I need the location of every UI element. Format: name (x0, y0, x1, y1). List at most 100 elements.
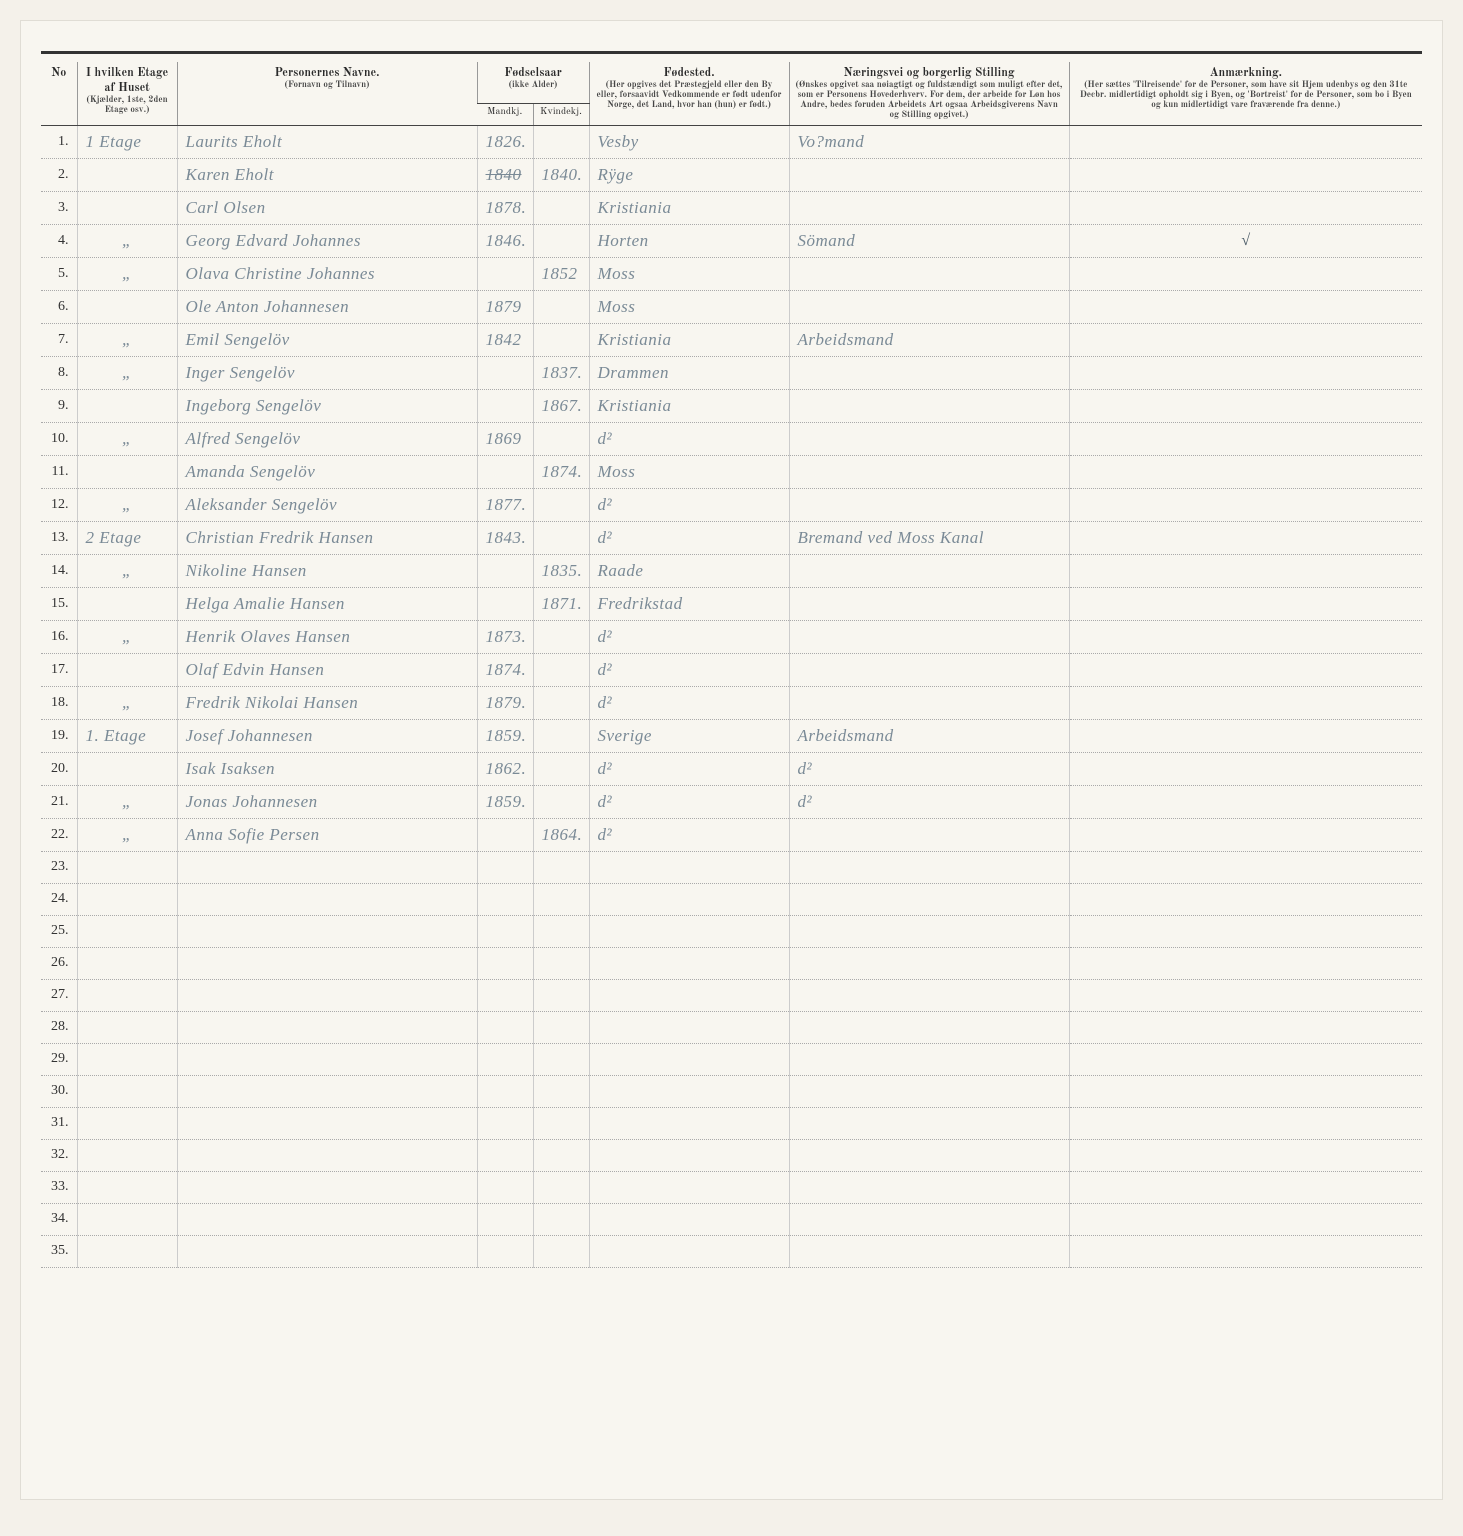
cell-name (177, 1043, 477, 1075)
table-row: 19.1. EtageJosef Johannesen1859.SverigeA… (41, 719, 1422, 752)
cell-birth-male (477, 587, 533, 620)
cell-occupation: d² (789, 785, 1069, 818)
hdr-occ: Næringsvei og borgerlig Stilling (Ønskes… (789, 62, 1069, 125)
hdr-etage-sub: (Kjælder, 1ste, 2den Etage osv.) (84, 96, 171, 116)
cell-birth-female (533, 686, 589, 719)
cell-occupation: Arbeidsmand (789, 323, 1069, 356)
cell-birth-female (533, 1043, 589, 1075)
cell-etage (77, 1235, 177, 1267)
cell-remark (1069, 521, 1422, 554)
cell-birth-male: 1879. (477, 686, 533, 719)
cell-occupation (789, 356, 1069, 389)
cell-birth-female: 1840. (533, 158, 589, 191)
cell-occupation (789, 158, 1069, 191)
cell-birthplace: Kristiania (589, 323, 789, 356)
cell-birth-male (477, 1171, 533, 1203)
cell-remark (1069, 1235, 1422, 1267)
cell-name: Olava Christine Johannes (177, 257, 477, 290)
cell-name: Ingeborg Sengelöv (177, 389, 477, 422)
table-row: 22.„Anna Sofie Persen1864.d² (41, 818, 1422, 851)
cell-no: 27. (41, 979, 77, 1011)
cell-birth-male (477, 1139, 533, 1171)
cell-birthplace (589, 1171, 789, 1203)
cell-remark (1069, 719, 1422, 752)
hdr-name-main: Personernes Navne. (274, 67, 379, 79)
cell-birthplace: d² (589, 785, 789, 818)
table-header: No I hvilken Etage af Huset (Kjælder, 1s… (41, 62, 1422, 125)
cell-name: Inger Sengelöv (177, 356, 477, 389)
cell-etage (77, 1043, 177, 1075)
cell-occupation: Arbeidsmand (789, 719, 1069, 752)
cell-birth-female (533, 1107, 589, 1139)
cell-etage: „ (77, 818, 177, 851)
cell-occupation (789, 686, 1069, 719)
table-row: 4.„Georg Edvard Johannes1846.HortenSöman… (41, 224, 1422, 257)
table-row: 1.1 EtageLaurits Eholt1826.VesbyVo?mand (41, 125, 1422, 158)
cell-birth-male: 1862. (477, 752, 533, 785)
cell-birthplace: d² (589, 422, 789, 455)
cell-name (177, 1203, 477, 1235)
cell-occupation (789, 587, 1069, 620)
cell-no: 24. (41, 883, 77, 915)
cell-remark (1069, 290, 1422, 323)
cell-no: 7. (41, 323, 77, 356)
cell-name (177, 1075, 477, 1107)
cell-birthplace: Moss (589, 290, 789, 323)
cell-name (177, 1011, 477, 1043)
top-rule (41, 51, 1422, 54)
cell-etage: „ (77, 488, 177, 521)
cell-etage (77, 191, 177, 224)
cell-birth-female (533, 915, 589, 947)
cell-birthplace: Kristiania (589, 191, 789, 224)
hdr-occ-main: Næringsvei og borgerlig Stilling (843, 67, 1014, 79)
cell-remark (1069, 158, 1422, 191)
cell-etage (77, 587, 177, 620)
cell-birthplace: Vesby (589, 125, 789, 158)
cell-birth-female (533, 191, 589, 224)
cell-occupation (789, 1107, 1069, 1139)
cell-birth-female: 1852 (533, 257, 589, 290)
cell-etage (77, 883, 177, 915)
table-row: 9.Ingeborg Sengelöv1867.Kristiania (41, 389, 1422, 422)
cell-birth-male: 1879 (477, 290, 533, 323)
cell-no: 30. (41, 1075, 77, 1107)
cell-birth-female (533, 883, 589, 915)
cell-remark (1069, 653, 1422, 686)
table-row: 31. (41, 1107, 1422, 1139)
table-row: 20.Isak Isaksen1862.d²d² (41, 752, 1422, 785)
hdr-place-sub: (Her opgives det Præstegjeld eller den B… (596, 81, 783, 111)
cell-birth-female (533, 620, 589, 653)
cell-etage: „ (77, 356, 177, 389)
cell-birthplace: d² (589, 752, 789, 785)
hdr-remark: Anmærkning. (Her sættes 'Tilreisende' fo… (1069, 62, 1422, 125)
cell-remark (1069, 752, 1422, 785)
cell-name: Georg Edvard Johannes (177, 224, 477, 257)
cell-birthplace: Kristiania (589, 389, 789, 422)
cell-birth-female (533, 1011, 589, 1043)
cell-birthplace (589, 883, 789, 915)
cell-no: 14. (41, 554, 77, 587)
cell-remark (1069, 785, 1422, 818)
cell-birth-female: 1871. (533, 587, 589, 620)
cell-remark (1069, 1107, 1422, 1139)
cell-birthplace (589, 947, 789, 979)
table-row: 2.Karen Eholt18401840.Rÿge (41, 158, 1422, 191)
cell-remark (1069, 125, 1422, 158)
cell-birth-male (477, 851, 533, 883)
cell-birth-female (533, 521, 589, 554)
cell-birth-female (533, 422, 589, 455)
cell-name: Jonas Johannesen (177, 785, 477, 818)
table-row: 14.„Nikoline Hansen1835.Raade (41, 554, 1422, 587)
hdr-birth-main: Fødselsaar (504, 67, 562, 79)
cell-remark (1069, 1203, 1422, 1235)
cell-name: Laurits Eholt (177, 125, 477, 158)
cell-birth-male (477, 1043, 533, 1075)
cell-birth-female (533, 1171, 589, 1203)
table-row: 24. (41, 883, 1422, 915)
cell-name: Alfred Sengelöv (177, 422, 477, 455)
cell-birth-male: 1859. (477, 785, 533, 818)
cell-occupation (789, 290, 1069, 323)
cell-birth-male: 1842 (477, 323, 533, 356)
cell-etage: „ (77, 554, 177, 587)
cell-name (177, 1235, 477, 1267)
